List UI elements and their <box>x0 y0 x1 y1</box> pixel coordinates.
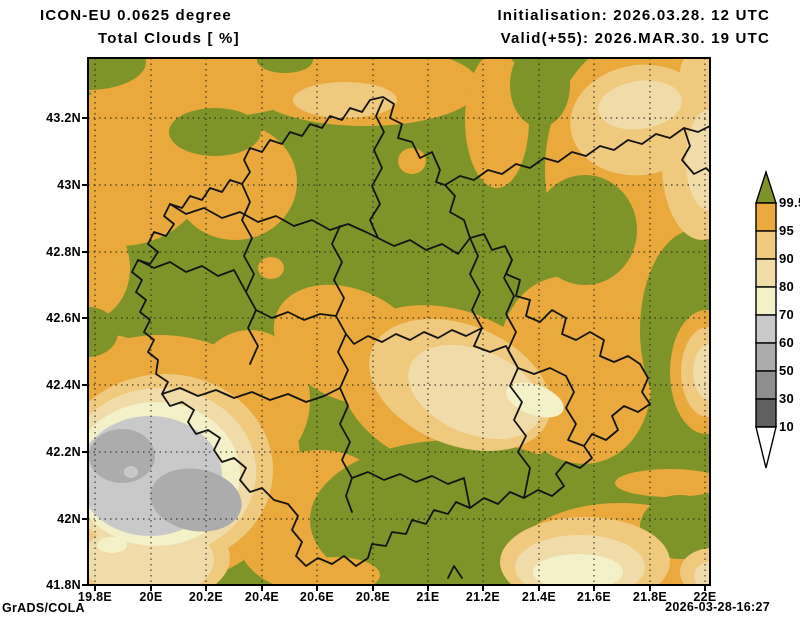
y-tick-label: 42.4N <box>46 378 81 392</box>
x-tick-label: 22E <box>693 590 716 604</box>
x-axis-labels: 19.8E 20E 20.2E 20.4E 20.6E 20.8E 21E 21… <box>78 590 716 604</box>
colorbar-label: 90 <box>779 251 794 266</box>
colorbar-segment <box>755 286 777 316</box>
colorbar-segment <box>755 342 777 372</box>
creation-timestamp: 2026-03-28-16:27 <box>665 600 770 614</box>
colorbar-label: 30 <box>779 391 794 406</box>
x-tick-label: 20.4E <box>245 590 279 604</box>
colorbar-bottom-arrow <box>755 426 777 469</box>
y-tick-label: 41.8N <box>46 578 81 592</box>
colorbar-label: 99.5 <box>779 195 800 210</box>
initialisation-label: Initialisation: 2026.03.28. 12 UTC <box>497 7 770 24</box>
y-tick-label: 43.2N <box>46 111 81 125</box>
x-tick-label: 20.8E <box>356 590 390 604</box>
colorbar-label: 10 <box>779 419 794 434</box>
y-tick-label: 42.6N <box>46 311 81 325</box>
x-tick-label: 20.6E <box>300 590 334 604</box>
colorbar-segment <box>755 258 777 288</box>
colorbar-segment <box>755 314 777 344</box>
colorbar: 99.5 95 90 80 70 60 50 30 10 <box>755 169 800 469</box>
colorbar-segment <box>755 398 777 428</box>
colorbar-label: 80 <box>779 279 794 294</box>
grads-credit: GrADS/COLA <box>2 601 85 615</box>
cloud-contour-fills <box>88 58 710 585</box>
y-axis-labels: 43.2N 43N 42.8N 42.6N 42.4N 42.2N 42N 41… <box>46 111 81 592</box>
colorbar-top-arrow <box>755 169 777 204</box>
x-tick-label: 20E <box>139 590 162 604</box>
x-tick-label: 21.8E <box>633 590 667 604</box>
graticule-grid <box>88 58 710 585</box>
kosovo-boundaries <box>131 96 710 579</box>
valid-label: Valid(+55): 2026.MAR.30. 19 UTC <box>501 30 770 47</box>
map-frame <box>87 57 711 586</box>
colorbar-segment <box>755 230 777 260</box>
axis-tick-marks <box>82 117 706 591</box>
colorbar-segment <box>755 370 777 400</box>
x-tick-label: 21.6E <box>577 590 611 604</box>
y-tick-label: 42.8N <box>46 245 81 259</box>
colorbar-label: 95 <box>779 223 794 238</box>
y-tick-label: 43N <box>57 178 81 192</box>
colorbar-label: 50 <box>779 363 794 378</box>
model-title: ICON-EU 0.0625 degree <box>40 7 232 24</box>
x-tick-label: 21.4E <box>522 590 556 604</box>
colorbar-label: 70 <box>779 307 794 322</box>
colorbar-segment <box>755 202 777 232</box>
colorbar-label: 60 <box>779 335 794 350</box>
y-tick-label: 42.2N <box>46 445 81 459</box>
x-tick-label: 20.2E <box>189 590 223 604</box>
x-tick-label: 19.8E <box>78 590 112 604</box>
variable-title: Total Clouds [ %] <box>98 30 240 47</box>
x-tick-label: 21E <box>416 590 439 604</box>
y-tick-label: 42N <box>57 512 81 526</box>
x-tick-label: 21.2E <box>466 590 500 604</box>
